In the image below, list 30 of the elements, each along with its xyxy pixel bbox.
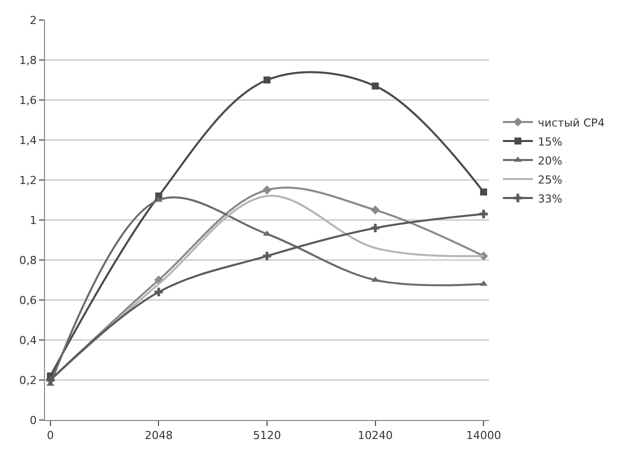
point [264, 76, 270, 84]
legend-label: чистый CP4 [538, 116, 605, 130]
y-tick-label: 0,8 [19, 254, 37, 267]
y-tick-label: 2 [30, 14, 37, 27]
x-tick-label: 14000 [466, 429, 502, 442]
y-tick-label: 1,4 [19, 134, 37, 147]
x-tick-label: 10240 [358, 429, 393, 442]
point [370, 205, 380, 215]
y-tick-label: 1 [30, 214, 37, 227]
point [371, 224, 380, 232]
y-tick-label: 1,6 [19, 94, 37, 107]
point [372, 82, 379, 90]
y-tick-label: 1,8 [19, 54, 37, 67]
y-tick-label: 1,2 [19, 174, 37, 187]
legend-label: 25% [538, 173, 562, 186]
point [154, 288, 163, 296]
point [262, 185, 272, 195]
point [262, 252, 272, 260]
y-tick-label: 0,4 [19, 334, 37, 347]
x-tick-label: 5120 [253, 429, 281, 442]
legend-label: 20% [538, 154, 562, 168]
point [479, 210, 488, 218]
legend-label: 15% [538, 135, 562, 148]
x-tick-label: 2048 [144, 429, 173, 442]
point [480, 188, 488, 196]
y-tick-label: 0 [30, 414, 37, 427]
x-tick-label: 0 [46, 429, 54, 442]
y-tick-label: 0,6 [19, 294, 37, 307]
y-tick-label: 0,2 [19, 374, 37, 387]
legend-label: 33% [538, 192, 562, 206]
